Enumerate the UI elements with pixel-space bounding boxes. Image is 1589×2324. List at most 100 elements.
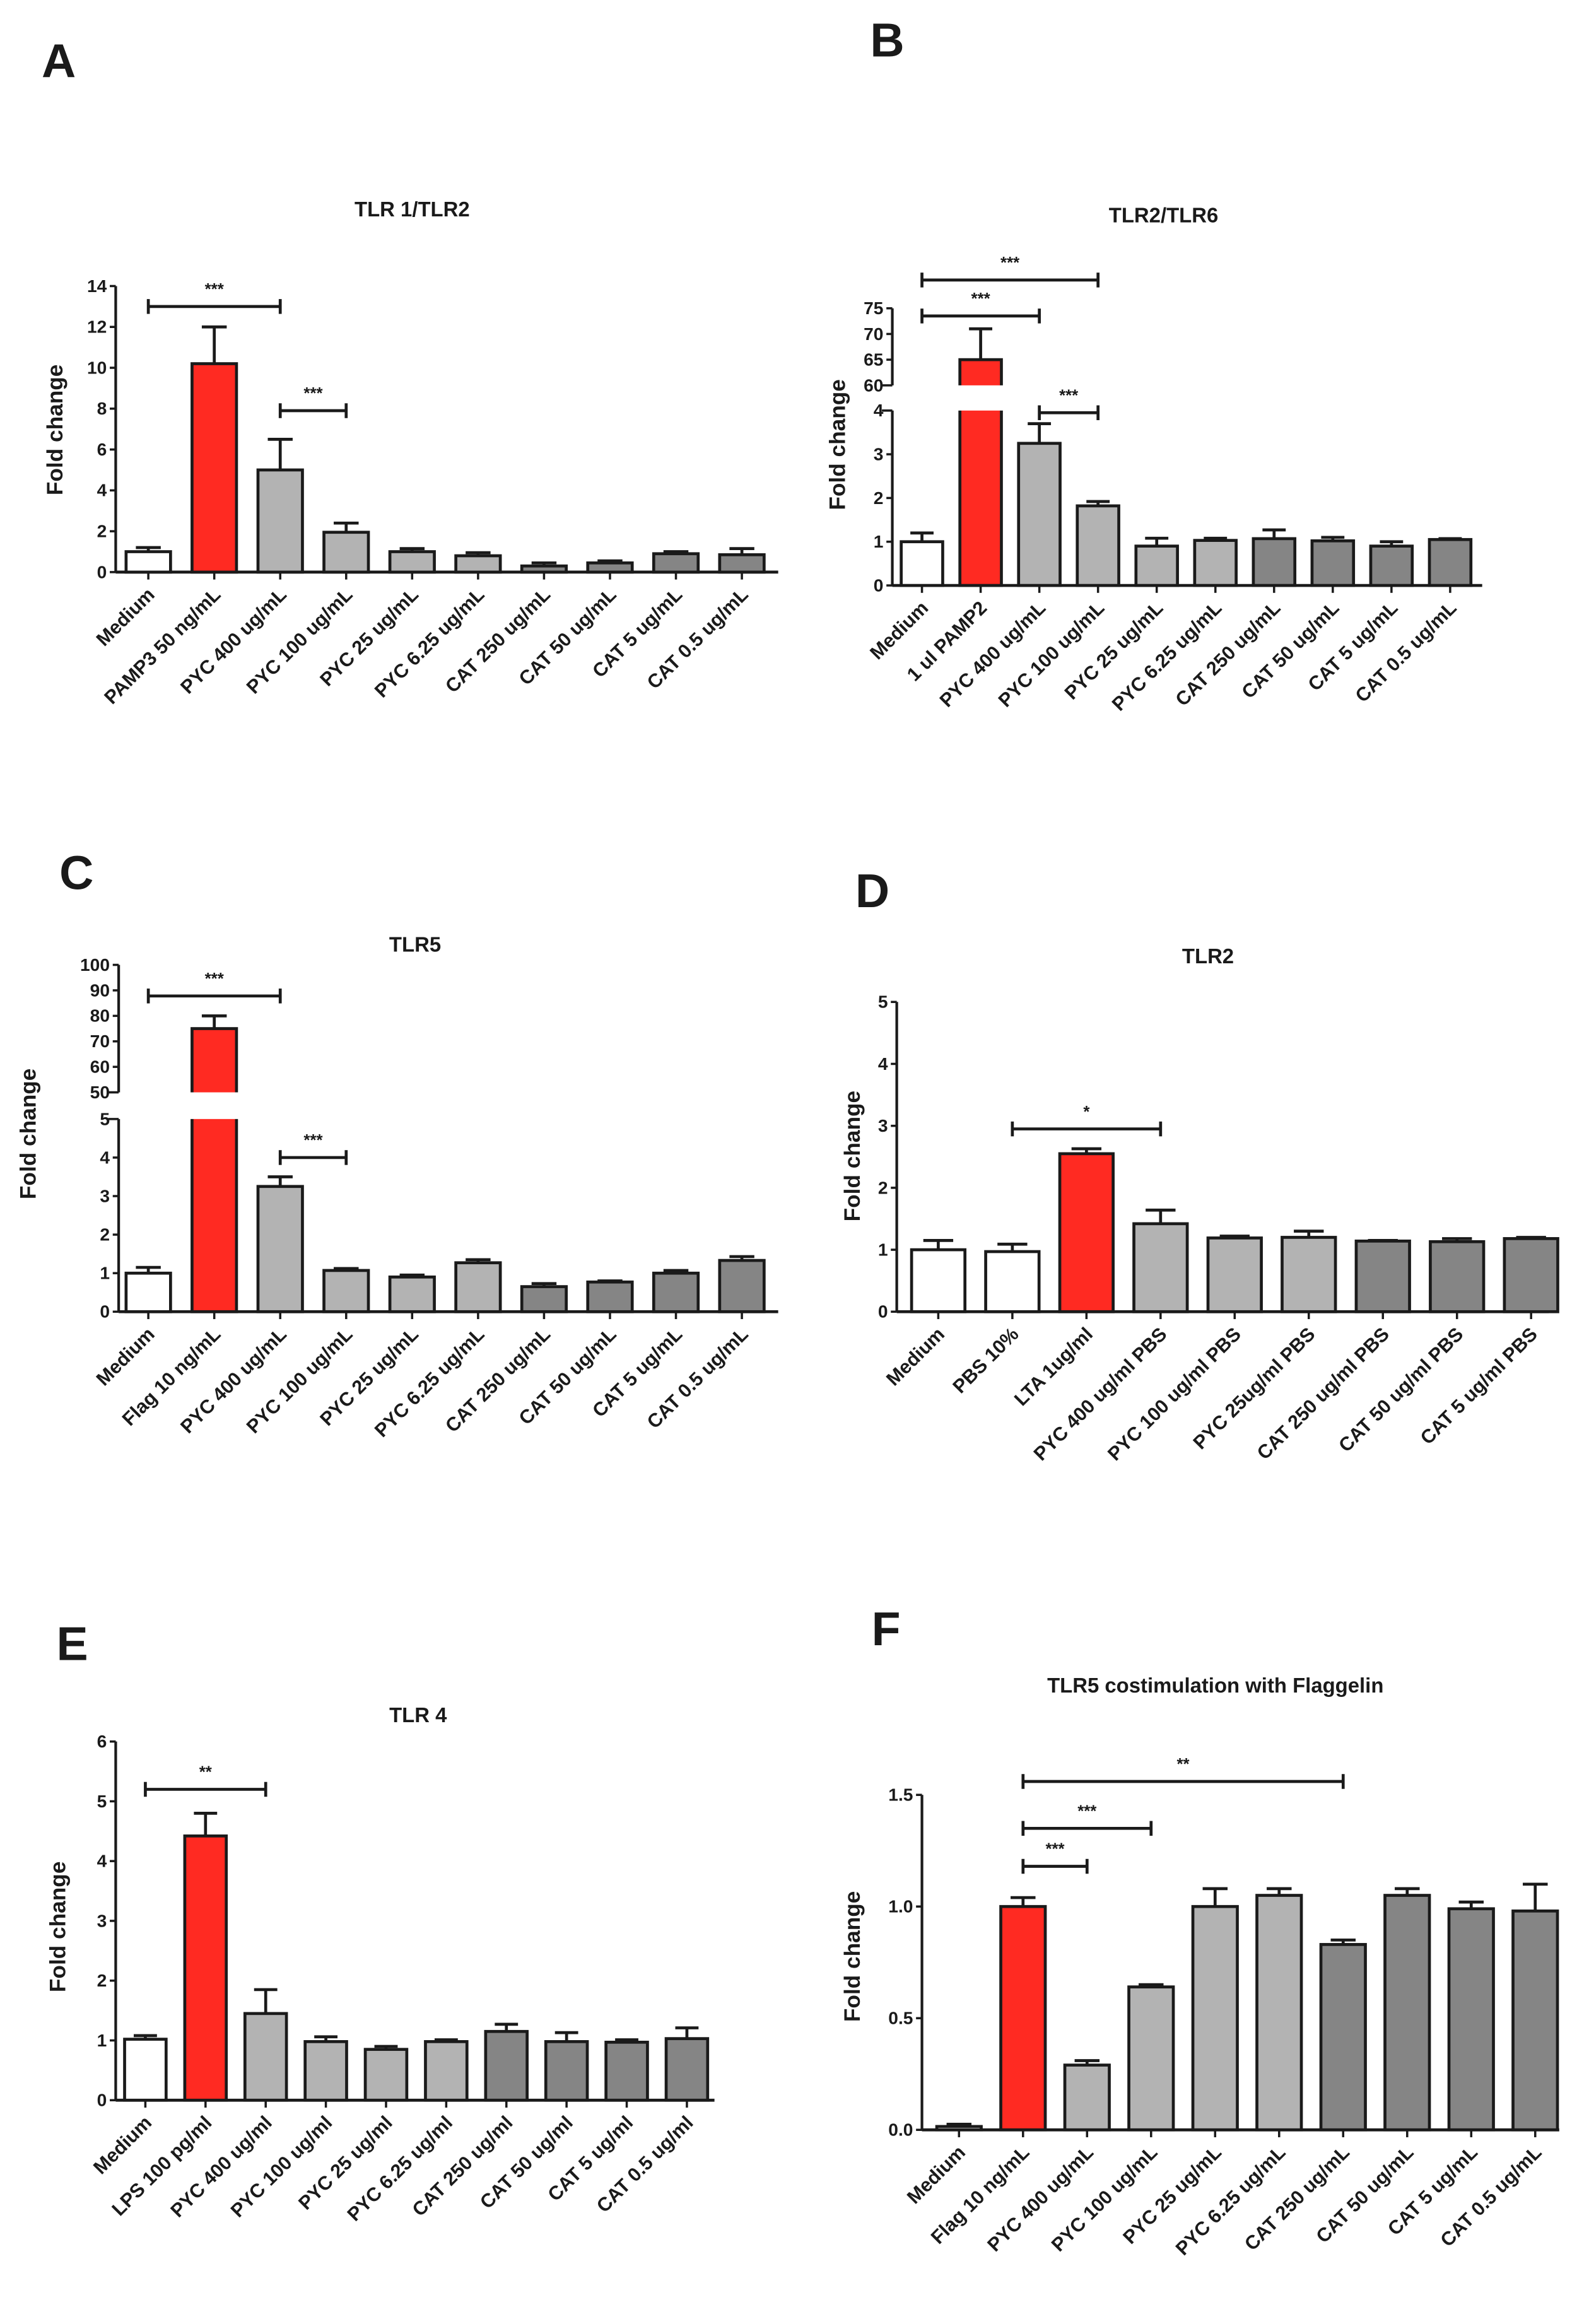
y-axis-label: Fold change — [840, 1091, 865, 1222]
y-tick-label: 5 — [97, 1791, 107, 1811]
y-tick-label: 80 — [90, 1006, 110, 1026]
bar-2 — [1058, 1152, 1115, 1313]
bar-0 — [900, 540, 944, 587]
significance-label: ** — [1176, 1756, 1190, 1773]
bar-8 — [1503, 1237, 1559, 1313]
panel-letter: B — [870, 13, 904, 66]
x-tick-label: PYC 400 ug/mL — [935, 597, 1050, 712]
panel-letter: E — [56, 1617, 88, 1670]
x-tick-label: PYC 6.25 ug/mL — [1108, 597, 1226, 715]
bar-7 — [1429, 1240, 1486, 1313]
bar-9 — [718, 1259, 766, 1313]
panel-letter: F — [872, 1602, 901, 1655]
x-tick-label: PYC 100 ug/ml — [226, 2112, 336, 2222]
y-tick-label: 6 — [97, 439, 107, 459]
y-tick-label: 1 — [97, 2030, 107, 2050]
bar-6 — [1252, 537, 1297, 587]
y-tick-label: 100 — [80, 954, 110, 975]
chart-title: TLR2/TLR6 — [1109, 203, 1219, 226]
chart-title: TLR2 — [1182, 944, 1234, 968]
y-tick-label: 50 — [90, 1082, 110, 1102]
x-tick-label: PYC 400 ug/ml PBS — [1029, 1323, 1171, 1465]
y-tick-label: 5 — [878, 992, 888, 1012]
y-tick-label: 65 — [864, 349, 883, 370]
significance-label: * — [1083, 1103, 1090, 1121]
y-tick-label: 4 — [100, 1147, 110, 1167]
significance-label: *** — [303, 385, 323, 402]
bar-6 — [484, 2029, 529, 2102]
bar-3 — [322, 531, 370, 574]
y-tick-label: 4 — [97, 480, 107, 500]
y-axis-label: Fold change — [46, 1862, 71, 1993]
bar-9 — [664, 2037, 710, 2102]
x-tick-label: PYC 6.25 ug/mL — [370, 1323, 488, 1441]
x-tick-label: CAT 250 ug/mL — [1171, 597, 1285, 711]
y-tick-label: 2 — [100, 1224, 110, 1245]
bar-1 — [191, 1027, 238, 1313]
panel-letter: A — [42, 34, 76, 87]
bar-0 — [124, 550, 172, 574]
significance-label: *** — [205, 281, 225, 298]
y-tick-label: 1 — [874, 531, 884, 551]
y-tick-label: 1 — [878, 1239, 888, 1259]
significance-label: *** — [1059, 387, 1079, 404]
y-tick-label: 0 — [874, 575, 884, 595]
significance-label: *** — [1000, 254, 1020, 272]
panel-f: F TLR5 costimulation with Flaggelin Fold c… — [840, 1602, 1559, 2260]
x-tick-label: PYC 100 ug/mL — [994, 597, 1108, 712]
significance-label: *** — [205, 970, 225, 988]
y-tick-label: 2 — [97, 521, 107, 541]
bar-5 — [1281, 1236, 1337, 1313]
y-tick-label: 3 — [100, 1185, 110, 1206]
y-tick-label: 1.5 — [888, 1785, 913, 1805]
y-tick-label: 0 — [878, 1301, 888, 1322]
y-tick-label: 60 — [864, 375, 883, 395]
chart-title: TLR5 costimulation with Flaggelin — [1047, 1674, 1383, 1697]
bar-7 — [1383, 1894, 1431, 2132]
x-tick-label: Medium — [92, 1323, 159, 1390]
bar-4 — [1206, 1236, 1263, 1313]
bar-3 — [1127, 1985, 1175, 2132]
bar-5 — [454, 1261, 502, 1313]
significance-label: *** — [303, 1132, 323, 1149]
bar-9 — [1428, 537, 1473, 587]
bar-2 — [243, 2012, 288, 2102]
y-tick-label: 3 — [97, 1910, 107, 1930]
bar-6 — [1319, 1943, 1367, 2132]
bar-7 — [586, 561, 634, 574]
bar-6 — [520, 564, 568, 574]
y-tick-label: 4 — [97, 1851, 107, 1871]
significance-label: *** — [971, 290, 991, 308]
panel-c: C TLR5 Fold change 0 1 2 3 4 5 50 60 70 80 90 100 Mediu… — [16, 847, 778, 1441]
bar-5 — [454, 554, 502, 574]
bar-8 — [1369, 544, 1414, 587]
y-tick-label: 70 — [864, 324, 883, 344]
bar-6 — [1354, 1239, 1411, 1313]
y-tick-label: 0.5 — [888, 2008, 913, 2028]
bar-1 — [191, 362, 238, 574]
y-tick-label: 14 — [87, 276, 107, 296]
y-tick-label: 3 — [874, 444, 884, 464]
y-axis-label: Fold change — [840, 1891, 865, 2022]
y-tick-label: 60 — [90, 1057, 110, 1077]
y-tick-label: 0 — [100, 1301, 110, 1322]
bar-9 — [718, 553, 766, 574]
x-tick-label: CAT 50 ug/ml PBS — [1335, 1323, 1468, 1457]
y-axis-label: Fold change — [43, 365, 67, 496]
bar-2 — [1063, 2063, 1111, 2132]
y-tick-label: 2 — [874, 488, 884, 508]
significance-label: ** — [199, 1764, 213, 1781]
x-tick-label: PYC 6.25 ug/mL — [370, 584, 488, 701]
y-tick-label: 12 — [87, 317, 107, 337]
bar-0 — [123, 2038, 168, 2102]
y-tick-label: 70 — [90, 1031, 110, 1051]
y-tick-label: 90 — [90, 980, 110, 1000]
y-tick-label: 0 — [97, 561, 107, 582]
y-tick-label: 6 — [97, 1731, 107, 1751]
bar-3 — [1076, 504, 1120, 587]
